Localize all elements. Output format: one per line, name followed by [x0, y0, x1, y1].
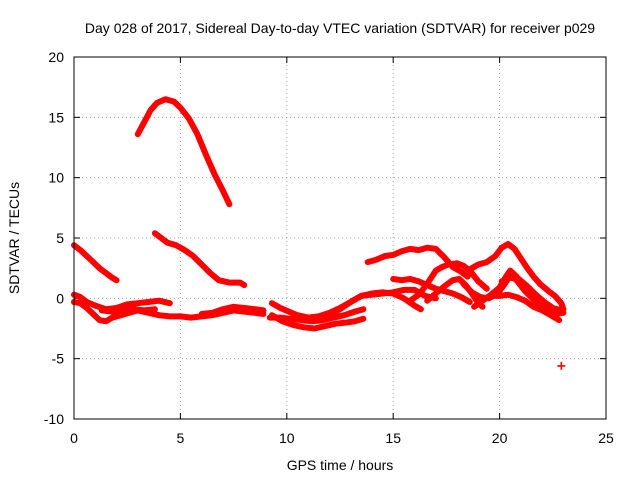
series-arc-9	[268, 312, 367, 332]
series-layer	[71, 96, 567, 370]
y-tick-label: 5	[56, 230, 64, 246]
x-axis-label: GPS time / hours	[287, 457, 394, 473]
x-tick-label: 25	[598, 430, 614, 446]
series-arc-19	[488, 291, 563, 324]
series-arc-13	[390, 276, 473, 305]
x-tick-label: 15	[385, 430, 401, 446]
series-arc-15	[424, 276, 486, 310]
x-tick-label: 10	[279, 430, 295, 446]
y-axis-label: SDTVAR / TECUs	[6, 182, 22, 294]
axis-layer: 0 5 10 15 20 25 -10 -5 0 5 10 15 20	[44, 49, 614, 446]
x-tick-label: 20	[492, 430, 508, 446]
series-arc-4	[71, 299, 267, 325]
chart-title: Day 028 of 2017, Sidereal Day-to-day VTE…	[85, 20, 595, 36]
series-arc-3	[151, 230, 248, 289]
series-arc-16	[466, 241, 567, 313]
series-arc-10	[266, 306, 367, 325]
plot-frame	[73, 56, 607, 420]
x-tick-label: 5	[177, 430, 185, 446]
series-arc-12	[364, 244, 471, 280]
y-tick-label: 10	[48, 170, 64, 186]
series-arc-1	[134, 96, 233, 208]
series-arc-20	[498, 274, 565, 314]
y-tick-label: 20	[48, 49, 64, 65]
series-arc-14	[407, 260, 490, 304]
y-tick-label: 0	[56, 290, 64, 306]
data-point-outlier	[557, 361, 566, 370]
series-arc-6	[98, 306, 158, 315]
x-tick-label: 0	[70, 430, 78, 446]
y-tick-label: -10	[44, 411, 64, 427]
series-arc-2	[71, 242, 120, 284]
y-tick-label: -5	[52, 351, 65, 367]
series-arc-7	[198, 303, 267, 317]
y-tick-label: 15	[48, 109, 64, 125]
